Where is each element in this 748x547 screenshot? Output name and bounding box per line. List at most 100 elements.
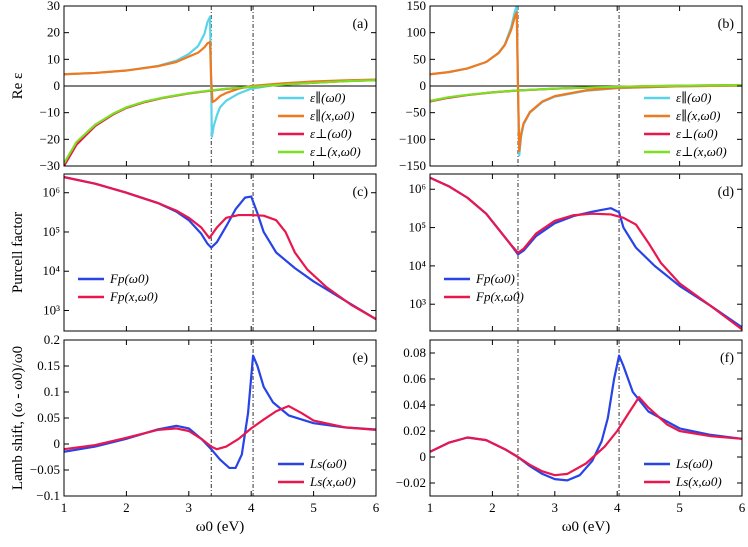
y-axis-label-a: Re ε bbox=[10, 73, 26, 100]
x-tick-label: 6 bbox=[739, 500, 746, 515]
panel-b: −150 −100 −50 0 50 100 150 (b) ε∥(ω0) ε∥(x,ω0) ε⊥(… bbox=[399, 0, 743, 173]
y-tick-label: 150 bbox=[407, 0, 427, 13]
series-line-d-0 bbox=[430, 176, 742, 329]
legend-entry: ε∥(x,ω0) bbox=[310, 108, 354, 123]
y-tick-label: 10⁶ bbox=[42, 185, 60, 200]
legend-entry: Fp(x,ω0) bbox=[109, 289, 158, 304]
y-tick-label: 0.2 bbox=[44, 332, 60, 347]
legend-entry: ε⊥(x,ω0) bbox=[676, 144, 727, 159]
panel-label-c: (c) bbox=[352, 185, 368, 200]
axes-frame-f bbox=[429, 339, 743, 497]
y-axis-label-e: Lamb shift, (ω - ω0)/ω0 bbox=[10, 346, 26, 490]
y-tick-label: 0 bbox=[54, 78, 61, 93]
y-tick-label: 10⁴ bbox=[42, 263, 60, 278]
y-tick-label: 100 bbox=[407, 25, 427, 40]
legend-entry: ε⊥(ω0) bbox=[676, 126, 718, 141]
legend-entry: Ls(x,ω0) bbox=[675, 474, 722, 489]
y-tick-label: −0.02 bbox=[396, 475, 426, 490]
axes-frame-c bbox=[63, 173, 377, 332]
y-tick-label: 0 bbox=[420, 78, 427, 93]
legend-entry: ε∥(ω0) bbox=[310, 90, 345, 105]
series-line-b-1 bbox=[430, 11, 742, 153]
x-tick-label: 6 bbox=[373, 500, 380, 515]
panel-label-e: (e) bbox=[352, 351, 368, 366]
x-tick-label: 2 bbox=[123, 500, 130, 515]
y-tick-label: 0.15 bbox=[37, 358, 60, 373]
series-line-e-1 bbox=[64, 404, 376, 451]
x-tick-label: 4 bbox=[614, 500, 621, 515]
axes-frame-e bbox=[63, 339, 377, 497]
legend-e: Ls(ω0) Ls(x,ω0) bbox=[278, 456, 356, 489]
y-tick-label: 20 bbox=[47, 25, 60, 40]
y-tick-label: 0.02 bbox=[403, 423, 426, 438]
legend-entry: Ls(ω0) bbox=[675, 456, 713, 471]
legend-f: Ls(ω0) Ls(x,ω0) bbox=[644, 456, 722, 489]
x-tick-label: 3 bbox=[186, 500, 193, 515]
y-tick-label: 10³ bbox=[43, 302, 60, 317]
y-tick-label: −20 bbox=[40, 131, 60, 146]
panel-label-b: (b) bbox=[718, 17, 735, 32]
y-tick-label: 50 bbox=[413, 51, 426, 66]
legend-b: ε∥(ω0) ε∥(x,ω0) ε⊥(ω0) ε⊥(x,ω0) bbox=[644, 90, 727, 159]
y-tick-label: −50 bbox=[406, 105, 426, 120]
legend-entry: ε∥(ω0) bbox=[676, 90, 711, 105]
y-tick-label: 10⁵ bbox=[408, 220, 426, 235]
panel-label-f: (f) bbox=[720, 351, 734, 366]
legend-entry: Fp(ω0) bbox=[475, 271, 515, 286]
legend-entry: Ls(ω0) bbox=[309, 456, 347, 471]
y-tick-label: −150 bbox=[399, 158, 426, 173]
y-tick-label: 0.05 bbox=[37, 410, 60, 425]
y-tick-label: −30 bbox=[40, 158, 60, 173]
legend-entry: ε∥(x,ω0) bbox=[676, 108, 720, 123]
legend-d: Fp(ω0) Fp(x,ω0) bbox=[444, 271, 524, 304]
x-axis-label-f: ω0 (eV) bbox=[562, 519, 611, 535]
panel-c: 10³ 10⁴ 10⁵ 10⁶ (c) Purcell factor Fp(ω0) Fp(x,… bbox=[10, 173, 377, 332]
y-tick-label: 10⁵ bbox=[42, 224, 60, 239]
y-tick-label: 0.1 bbox=[44, 384, 60, 399]
series-line-a-3 bbox=[64, 79, 376, 164]
panel-e: 1 2 3 4 5 6 −0.1 −0.05 0 0.05 0.1 0.15 0.2 (e) Lamb sh… bbox=[10, 332, 380, 535]
panel-d: 10³ 10⁴ 10⁵ 10⁶ (d) Fp(ω0) Fp(x,ω0) bbox=[408, 173, 743, 332]
y-tick-label: 10 bbox=[47, 51, 60, 66]
y-tick-label: 0.04 bbox=[403, 397, 426, 412]
series-line-e-0 bbox=[64, 354, 376, 470]
x-tick-label: 2 bbox=[489, 500, 496, 515]
y-tick-label: 0.08 bbox=[403, 345, 426, 360]
legend-entry: Fp(x,ω0) bbox=[475, 289, 524, 304]
x-tick-label: 1 bbox=[427, 500, 434, 515]
series-line-b-3 bbox=[430, 83, 742, 103]
x-axis-label-e: ω0 (eV) bbox=[196, 519, 245, 535]
x-tick-label: 1 bbox=[61, 500, 68, 515]
y-tick-label: −0.05 bbox=[30, 462, 60, 477]
panel-label-a: (a) bbox=[352, 17, 368, 32]
y-tick-label: 0.06 bbox=[403, 371, 426, 386]
y-tick-label: 10⁶ bbox=[408, 181, 426, 196]
legend-entry: Fp(ω0) bbox=[109, 271, 149, 286]
legend-entry: ε⊥(ω0) bbox=[310, 126, 352, 141]
y-tick-label: 30 bbox=[47, 0, 60, 13]
x-tick-label: 5 bbox=[676, 500, 683, 515]
series-line-c-1 bbox=[64, 176, 376, 321]
y-tick-label: 0 bbox=[54, 436, 61, 451]
legend-entry: ε⊥(x,ω0) bbox=[310, 144, 361, 159]
panel-label-d: (d) bbox=[718, 185, 735, 200]
legend-a: ε∥(ω0) ε∥(x,ω0) ε⊥(ω0) ε⊥(x,ω0) bbox=[278, 90, 361, 159]
y-axis-label-c: Purcell factor bbox=[10, 212, 26, 293]
panel-f: 1 2 3 4 5 6 −0.02 0 0.02 0.04 0.06 0.08 (f) ω0 (eV) Ls… bbox=[396, 339, 746, 535]
y-tick-label: −100 bbox=[399, 131, 426, 146]
series-line-f-1 bbox=[430, 396, 742, 477]
y-tick-label: 10⁴ bbox=[408, 258, 426, 273]
axes-frame-d bbox=[429, 173, 743, 332]
series-line-d-1 bbox=[430, 176, 742, 331]
legend-c: Fp(ω0) Fp(x,ω0) bbox=[78, 271, 158, 304]
legend-entry: Ls(x,ω0) bbox=[309, 474, 356, 489]
y-tick-label: −0.1 bbox=[36, 488, 60, 503]
y-tick-label: 10³ bbox=[409, 296, 426, 311]
panel-a: −30 −20 −10 0 10 20 30 (a) Re ε ε∥(ω0) ε∥(x,ω0) ε⊥(… bbox=[10, 0, 377, 173]
x-tick-label: 5 bbox=[310, 500, 317, 515]
y-tick-label: −10 bbox=[40, 105, 60, 120]
x-tick-label: 4 bbox=[248, 500, 255, 515]
y-tick-label: 0 bbox=[420, 449, 427, 464]
x-tick-label: 3 bbox=[552, 500, 559, 515]
